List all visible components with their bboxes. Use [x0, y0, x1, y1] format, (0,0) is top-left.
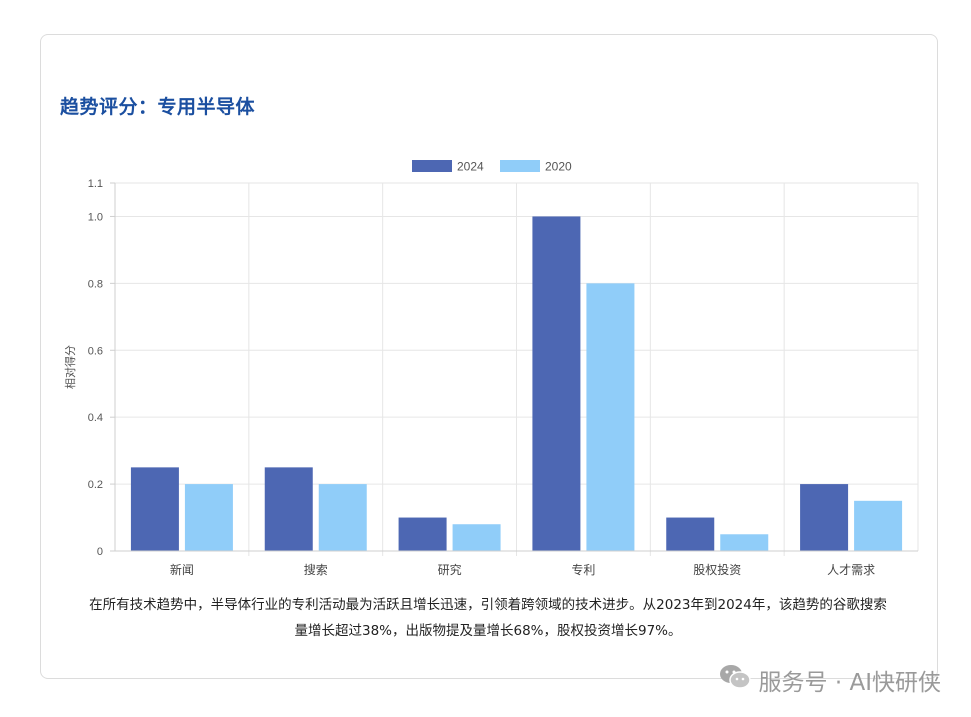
legend-label-2020: 2020: [545, 160, 572, 174]
x-tick-label: 研究: [438, 562, 462, 577]
axes: 0 0.2 0.4 0.6 0.8 1.0 1.1 新闻 搜索 研究 专利 股权投资 人才需求: [88, 178, 918, 577]
y-tick-label: 0.8: [88, 278, 103, 290]
bar-2020-0: [184, 484, 233, 551]
bar-2024-2: [398, 517, 447, 551]
legend: 2024 2020: [412, 160, 572, 174]
x-tick-label: 人才需求: [827, 563, 875, 577]
legend-swatch-2024: [412, 160, 452, 172]
legend-label-2024: 2024: [457, 160, 484, 174]
bar-2024-5: [800, 484, 849, 551]
y-axis-label: 相对得分: [63, 345, 77, 389]
y-tick-label: 0.2: [88, 479, 103, 491]
bar-2020-5: [854, 500, 903, 551]
y-tick-label: 0.6: [88, 345, 103, 357]
y-tick-label: 0.4: [88, 412, 103, 424]
bar-2020-1: [318, 484, 367, 551]
y-tick-label: 1.0: [88, 211, 103, 223]
wechat-icon: [719, 664, 751, 696]
bar-2024-1: [264, 467, 313, 551]
chart-title: 趋势评分：专用半导体: [60, 96, 256, 118]
bar-2024-3: [532, 216, 581, 552]
bars: [130, 216, 903, 552]
legend-swatch-2020: [500, 160, 540, 172]
chart-card: [40, 34, 938, 679]
y-tick-label: 1.1: [88, 178, 103, 190]
x-tick-label: 专利: [571, 562, 595, 577]
caption-line-2: 量增长超过38%，出版物提及量增长68%，股权投资增长97%。: [294, 623, 682, 639]
bar-2024-4: [666, 517, 715, 551]
y-tick-label: 0: [97, 546, 103, 558]
bar-2020-3: [586, 283, 635, 551]
grid-lines: [114, 182, 919, 556]
bar-2024-0: [130, 467, 179, 551]
x-tick-label: 新闻: [170, 562, 194, 577]
watermark: 服务号 · AI快研侠: [719, 663, 941, 697]
bar-2020-2: [452, 524, 501, 551]
x-tick-label: 股权投资: [693, 562, 741, 577]
bar-2020-4: [720, 534, 769, 551]
chart-caption: 在所有技术趋势中，半导体行业的专利活动最为活跃且增长迅速，引领着跨领域的技术进步…: [60, 592, 916, 644]
x-tick-label: 搜索: [304, 562, 328, 577]
watermark-text: 服务号 · AI快研侠: [758, 670, 941, 696]
caption-line-1: 在所有技术趋势中，半导体行业的专利活动最为活跃且增长迅速，引领着跨领域的技术进步…: [89, 597, 887, 613]
